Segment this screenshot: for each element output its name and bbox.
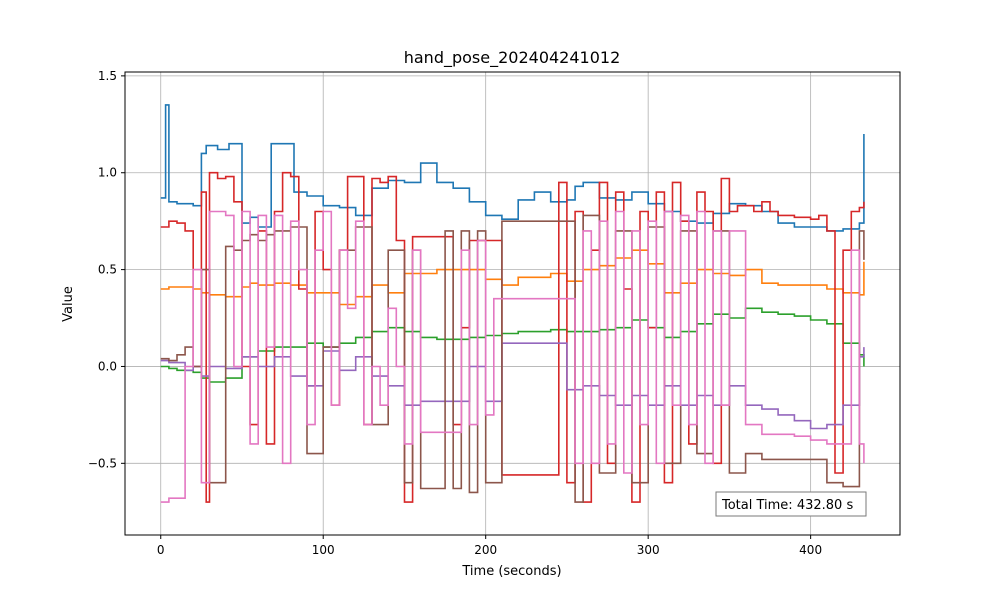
total-time-annotation: Total Time: 432.80 s bbox=[721, 498, 853, 513]
x-tick-label: 200 bbox=[474, 543, 497, 557]
y-tick-label: −0.5 bbox=[88, 456, 117, 470]
x-tick-label: 400 bbox=[799, 543, 822, 557]
y-tick-label: 0.0 bbox=[98, 359, 117, 373]
series-layer bbox=[160, 104, 865, 503]
annotation-frame bbox=[715, 491, 867, 517]
chart-title: hand_pose_202404241012 bbox=[404, 48, 621, 68]
y-tick-label: 1.0 bbox=[98, 166, 117, 180]
x-tick-label: 0 bbox=[157, 543, 165, 557]
y-tick-label: 1.5 bbox=[98, 69, 117, 83]
x-tick-label: 300 bbox=[637, 543, 660, 557]
series-line-1 bbox=[160, 104, 865, 232]
x-axis-label: Time (seconds) bbox=[461, 564, 561, 579]
series-line-4 bbox=[160, 171, 865, 503]
y-tick-label: 0.5 bbox=[98, 263, 117, 277]
annotation-box: Total Time: 432.80 s bbox=[715, 491, 867, 517]
x-tick-label: 100 bbox=[312, 543, 335, 557]
plot-frame bbox=[124, 71, 901, 536]
series-line-7 bbox=[160, 210, 865, 503]
axis-ticks: 0 100 200 300 400 −0.5 0.0 0.5 1.0 1.5 bbox=[88, 69, 822, 557]
y-axis-label: Value bbox=[61, 286, 76, 322]
